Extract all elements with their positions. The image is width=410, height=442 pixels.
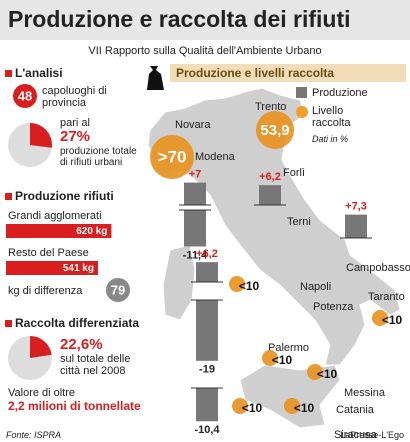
collection-circle <box>262 350 278 366</box>
difference-circle <box>106 278 130 302</box>
collection-label: <10 <box>382 313 403 327</box>
share-text: produzione totale di rifiuti urbani <box>60 146 137 168</box>
city-label: Modena <box>195 151 236 163</box>
city-label: Novara <box>175 119 211 131</box>
production-label: +6,2 <box>196 248 218 260</box>
production-bar <box>345 214 367 238</box>
collection-circle <box>372 310 388 326</box>
city-label: Napoli <box>300 281 331 293</box>
production-bar <box>196 300 218 361</box>
production-label: -11,4 <box>183 249 208 261</box>
city-label: Messina <box>344 387 386 399</box>
subtitle: VII Rapporto sulla Qualità dell'Ambiente… <box>88 45 322 57</box>
legend-collection: Livello raccolta <box>312 105 351 129</box>
collection-circle <box>256 111 294 149</box>
bar-label: Resto del Paese <box>8 247 89 259</box>
city-label: Forlì <box>283 167 305 179</box>
legend-production-swatch <box>296 87 307 98</box>
total-intro: Valore di oltre <box>8 387 76 399</box>
collection-circle <box>150 135 194 179</box>
collection-label: <10 <box>317 367 338 381</box>
production-bar <box>184 210 206 247</box>
share-label: 27% <box>60 128 91 145</box>
bullet <box>5 320 12 327</box>
section-heading: Produzione rifiuti <box>15 189 114 203</box>
city-label: Taranto <box>368 291 405 303</box>
collection-circle <box>284 398 300 414</box>
production-bar <box>184 182 206 205</box>
production-bar <box>196 262 218 282</box>
source: Fonte: ISPRA <box>6 430 62 440</box>
production-bar <box>196 388 218 422</box>
bullet <box>5 193 12 200</box>
collection-label: <10 <box>294 401 315 415</box>
pie-slice <box>30 336 52 358</box>
kg-label: 620 kg <box>76 226 107 237</box>
production-label: +7,3 <box>345 201 367 213</box>
kg-label: 541 kg <box>63 263 94 274</box>
credit: LaPresse-L'Ego <box>340 430 404 440</box>
city-label: Campobasso <box>346 262 410 274</box>
city-label: Catania <box>336 404 375 416</box>
production-label: +7 <box>189 169 202 181</box>
collection-label: <10 <box>242 401 263 415</box>
total: 2,2 milioni di tonnellate <box>8 399 141 413</box>
city-label: Siracusa <box>334 429 378 441</box>
difference: 79 <box>111 282 125 297</box>
collection-label: <10 <box>272 353 293 367</box>
map-heading: Produzione e livelli raccolta <box>176 66 335 80</box>
collection-circle <box>307 364 323 380</box>
count: 48 <box>18 88 32 103</box>
production-bar <box>259 185 281 205</box>
count-circle <box>13 84 37 108</box>
production-label: -19 <box>199 364 215 376</box>
title: Produzione e raccolta dei rifiuti <box>8 6 351 32</box>
collection-label: <10 <box>239 279 260 293</box>
kg-bar <box>6 224 112 238</box>
map-header-band <box>170 64 406 82</box>
bag-icon <box>147 66 164 90</box>
legend-collection-swatch <box>296 106 308 118</box>
bar-label: Grandi agglomerati <box>8 210 102 222</box>
city-label: Palermo <box>268 342 309 354</box>
share-intro: pari al <box>60 117 90 129</box>
section-heading: L'analisi <box>15 66 63 80</box>
collection-label: >70 <box>158 147 187 166</box>
difference-text: kg di differenza <box>8 285 83 297</box>
collection-label: 53,9 <box>260 122 289 139</box>
legend-unit: Dati in % <box>312 134 349 144</box>
city-label: Trento <box>255 101 286 113</box>
collection-share-text: sul totale delle città nel 2008 <box>60 353 131 377</box>
collection-circle <box>229 276 245 292</box>
city-label: Potenza <box>313 301 354 313</box>
section-heading: Raccolta differenziata <box>15 316 140 330</box>
legend-production: Produzione <box>312 87 368 99</box>
collection-share-label: 22,6% <box>60 336 103 353</box>
city-label: Terni <box>287 216 311 228</box>
title-band <box>0 0 410 40</box>
production-label: -10,4 <box>194 424 220 436</box>
kg-bar <box>6 261 98 275</box>
collection-circle <box>232 398 248 414</box>
bullet <box>5 70 12 77</box>
production-label: +6,2 <box>259 171 281 183</box>
italy-map <box>147 87 401 429</box>
count-text: capoluoghi di provincia <box>42 85 107 109</box>
pie-slice <box>30 123 52 148</box>
